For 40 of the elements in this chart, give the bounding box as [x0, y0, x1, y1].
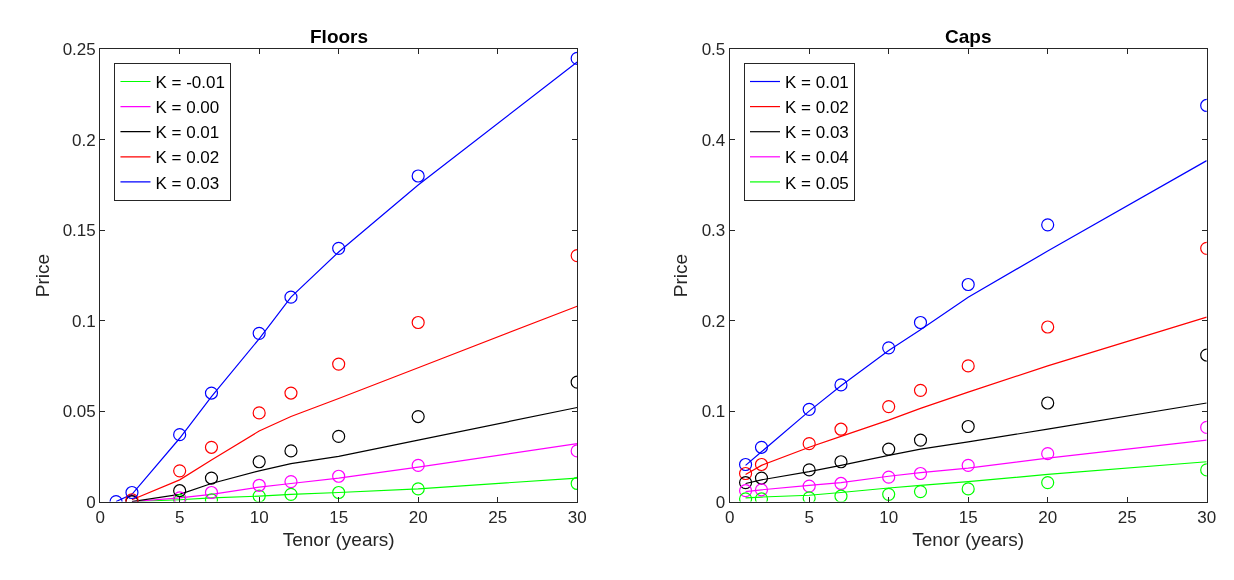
x-tick-label: 30 — [1197, 507, 1217, 527]
y-tick-label: 0.4 — [701, 130, 726, 150]
x-tick-label: 15 — [329, 507, 349, 527]
x-axis-title: Tenor (years) — [912, 528, 1025, 550]
x-axis-title: Tenor (years) — [282, 528, 395, 550]
legend-label: K = 0.05 — [784, 173, 849, 193]
legend-label: K = 0.01 — [155, 123, 220, 143]
legend-label: K = 0.02 — [155, 148, 220, 168]
chart-title: Floors — [310, 26, 369, 47]
y-tick-label: 0.1 — [701, 402, 726, 422]
legend-label: K = 0.02 — [784, 98, 849, 118]
legend-label: K = 0.04 — [784, 148, 849, 168]
x-tick-label: 5 — [804, 507, 814, 527]
legend-label: K = 0.03 — [784, 123, 849, 143]
chart-title: Caps — [945, 26, 992, 47]
x-tick-label: 5 — [174, 507, 185, 527]
y-axis-title: Price — [31, 253, 53, 298]
x-tick-label: 30 — [567, 507, 587, 527]
y-tick-label: 0.05 — [62, 402, 96, 422]
y-tick-label: 0.15 — [62, 221, 96, 241]
x-tick-label: 20 — [408, 507, 428, 527]
y-tick-label: 0.2 — [72, 130, 96, 150]
x-tick-label: 15 — [958, 507, 978, 527]
y-tick-label: 0 — [715, 492, 726, 512]
y-tick-label: 0.1 — [72, 311, 96, 331]
y-tick-label: 0.5 — [701, 40, 726, 60]
y-tick-label: 0.25 — [62, 40, 96, 60]
x-tick-label: 25 — [1117, 507, 1137, 527]
legend-label: K = 0.03 — [155, 173, 220, 193]
legend-label: K = -0.01 — [155, 73, 225, 93]
y-axis-title: Price — [670, 253, 692, 298]
x-tick-label: 10 — [879, 507, 899, 527]
x-tick-label: 25 — [488, 507, 508, 527]
legend-label: K = 0.00 — [155, 98, 220, 118]
y-tick-label: 0.3 — [701, 221, 726, 241]
legend-label: K = 0.01 — [784, 73, 849, 93]
y-tick-label: 0 — [86, 492, 96, 512]
x-tick-label: 20 — [1038, 507, 1058, 527]
x-tick-label: 10 — [249, 507, 269, 527]
y-tick-label: 0.2 — [701, 311, 726, 331]
